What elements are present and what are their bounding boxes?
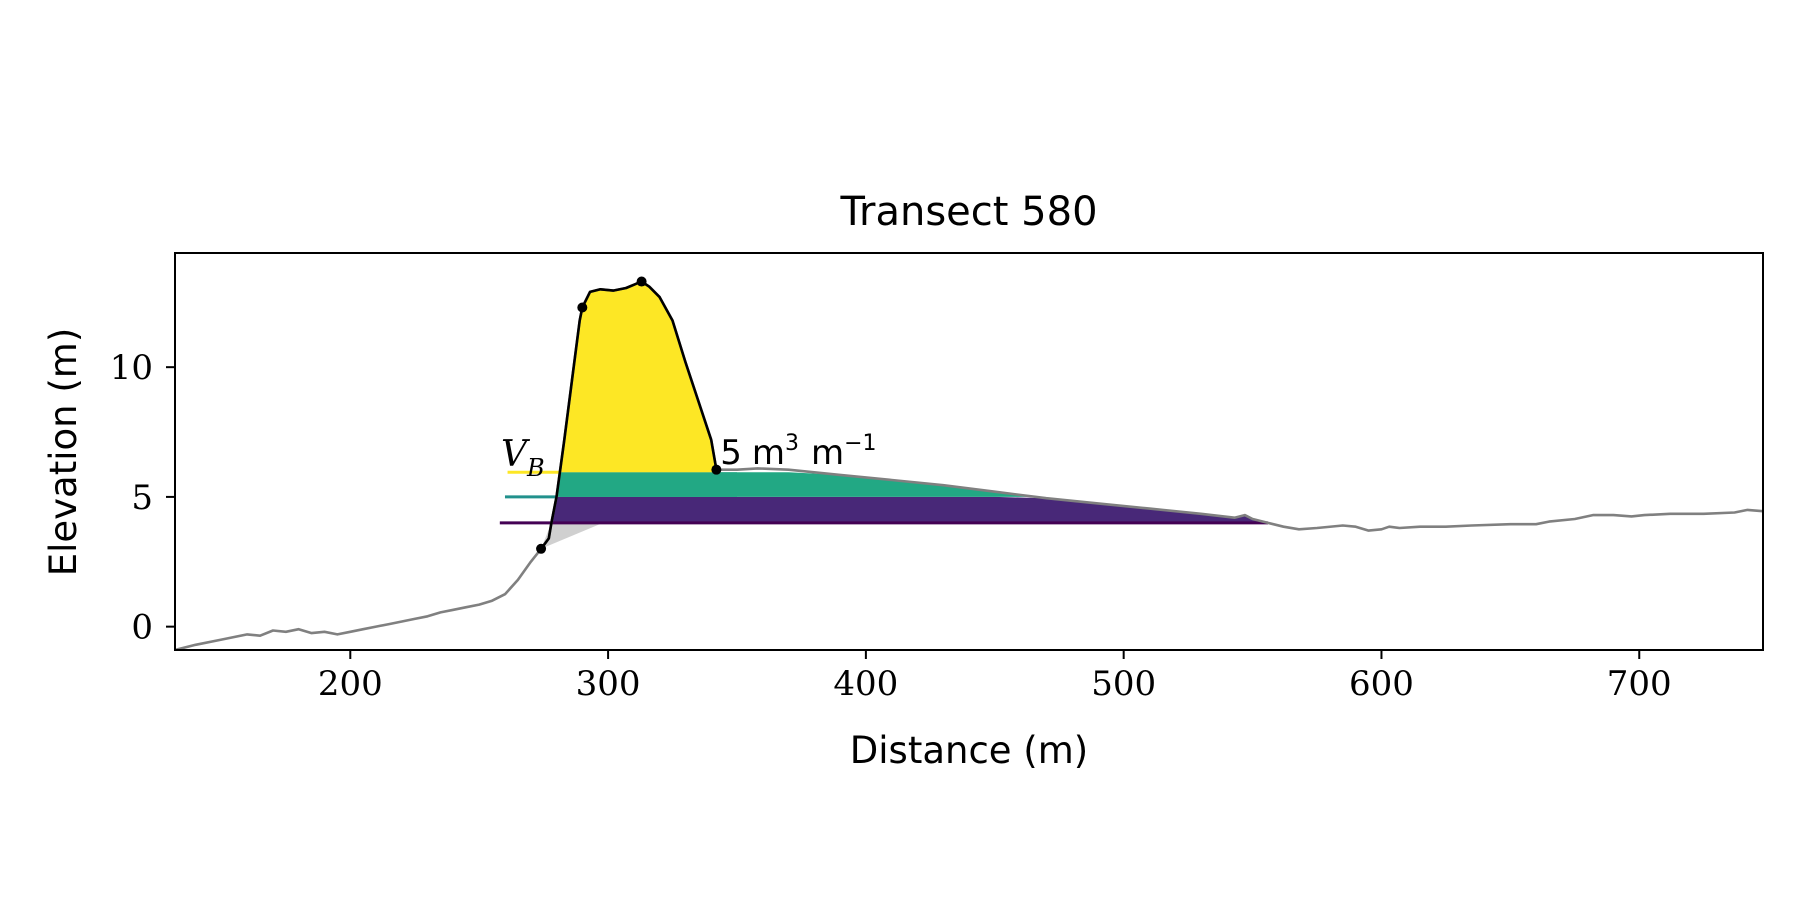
- plot-area: [175, 276, 1763, 650]
- annotation-unit-2: m: [811, 433, 844, 473]
- y-tick-label: 5: [131, 478, 153, 518]
- plot-frame: [174, 252, 1764, 651]
- annotation-sup-1: 3: [785, 431, 799, 456]
- volume-annotation-value: 5 m3 m−1: [720, 431, 876, 473]
- annotation-unit: m: [752, 433, 785, 473]
- terrain-profile-line: [175, 280, 1763, 650]
- annotation-value: 5: [720, 433, 742, 473]
- annotation-subscript: B: [526, 454, 545, 482]
- volume-annotation: VB: [501, 434, 545, 482]
- x-tick-label: 200: [318, 664, 383, 704]
- toe-shade: [541, 522, 603, 549]
- dune-marker-3: [636, 276, 647, 287]
- annotation-variable: V: [501, 434, 531, 475]
- annotation-sup-2: −1: [844, 431, 876, 456]
- y-tick-label: 0: [131, 608, 153, 648]
- volume-band-2-cap: [559, 472, 737, 497]
- dune-marker-4: [711, 464, 722, 475]
- x-tick-label: 700: [1607, 664, 1672, 704]
- dune-marker-2: [577, 302, 588, 313]
- x-tick-label: 300: [576, 664, 641, 704]
- dune-marker-1: [536, 543, 547, 554]
- y-axis: 0 5 10: [110, 348, 175, 648]
- x-axis: 200 300 400 500 600 700: [318, 650, 1672, 704]
- y-axis-label: Elevation (m): [42, 328, 85, 577]
- plot-layers: [175, 276, 1763, 650]
- dune-volume-fill: [559, 281, 718, 473]
- x-tick-label: 600: [1349, 664, 1414, 704]
- chart-title: Transect 580: [839, 189, 1097, 235]
- y-tick-label: 10: [110, 348, 153, 388]
- dune-outline-line: [540, 280, 718, 550]
- x-tick-label: 500: [1091, 664, 1156, 704]
- x-axis-label: Distance (m): [850, 729, 1088, 772]
- x-tick-label: 400: [833, 664, 898, 704]
